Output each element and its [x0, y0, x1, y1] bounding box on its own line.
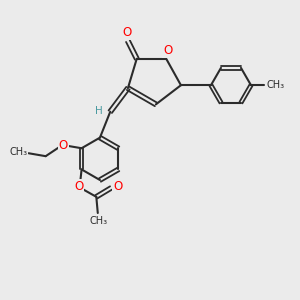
Text: CH₃: CH₃ — [266, 80, 284, 90]
Text: O: O — [123, 26, 132, 39]
Text: O: O — [163, 44, 172, 57]
Text: CH₃: CH₃ — [89, 216, 107, 226]
Text: CH₃: CH₃ — [9, 147, 27, 157]
Text: H: H — [95, 106, 103, 116]
Text: O: O — [113, 180, 122, 193]
Text: O: O — [74, 180, 83, 193]
Text: O: O — [59, 140, 68, 152]
